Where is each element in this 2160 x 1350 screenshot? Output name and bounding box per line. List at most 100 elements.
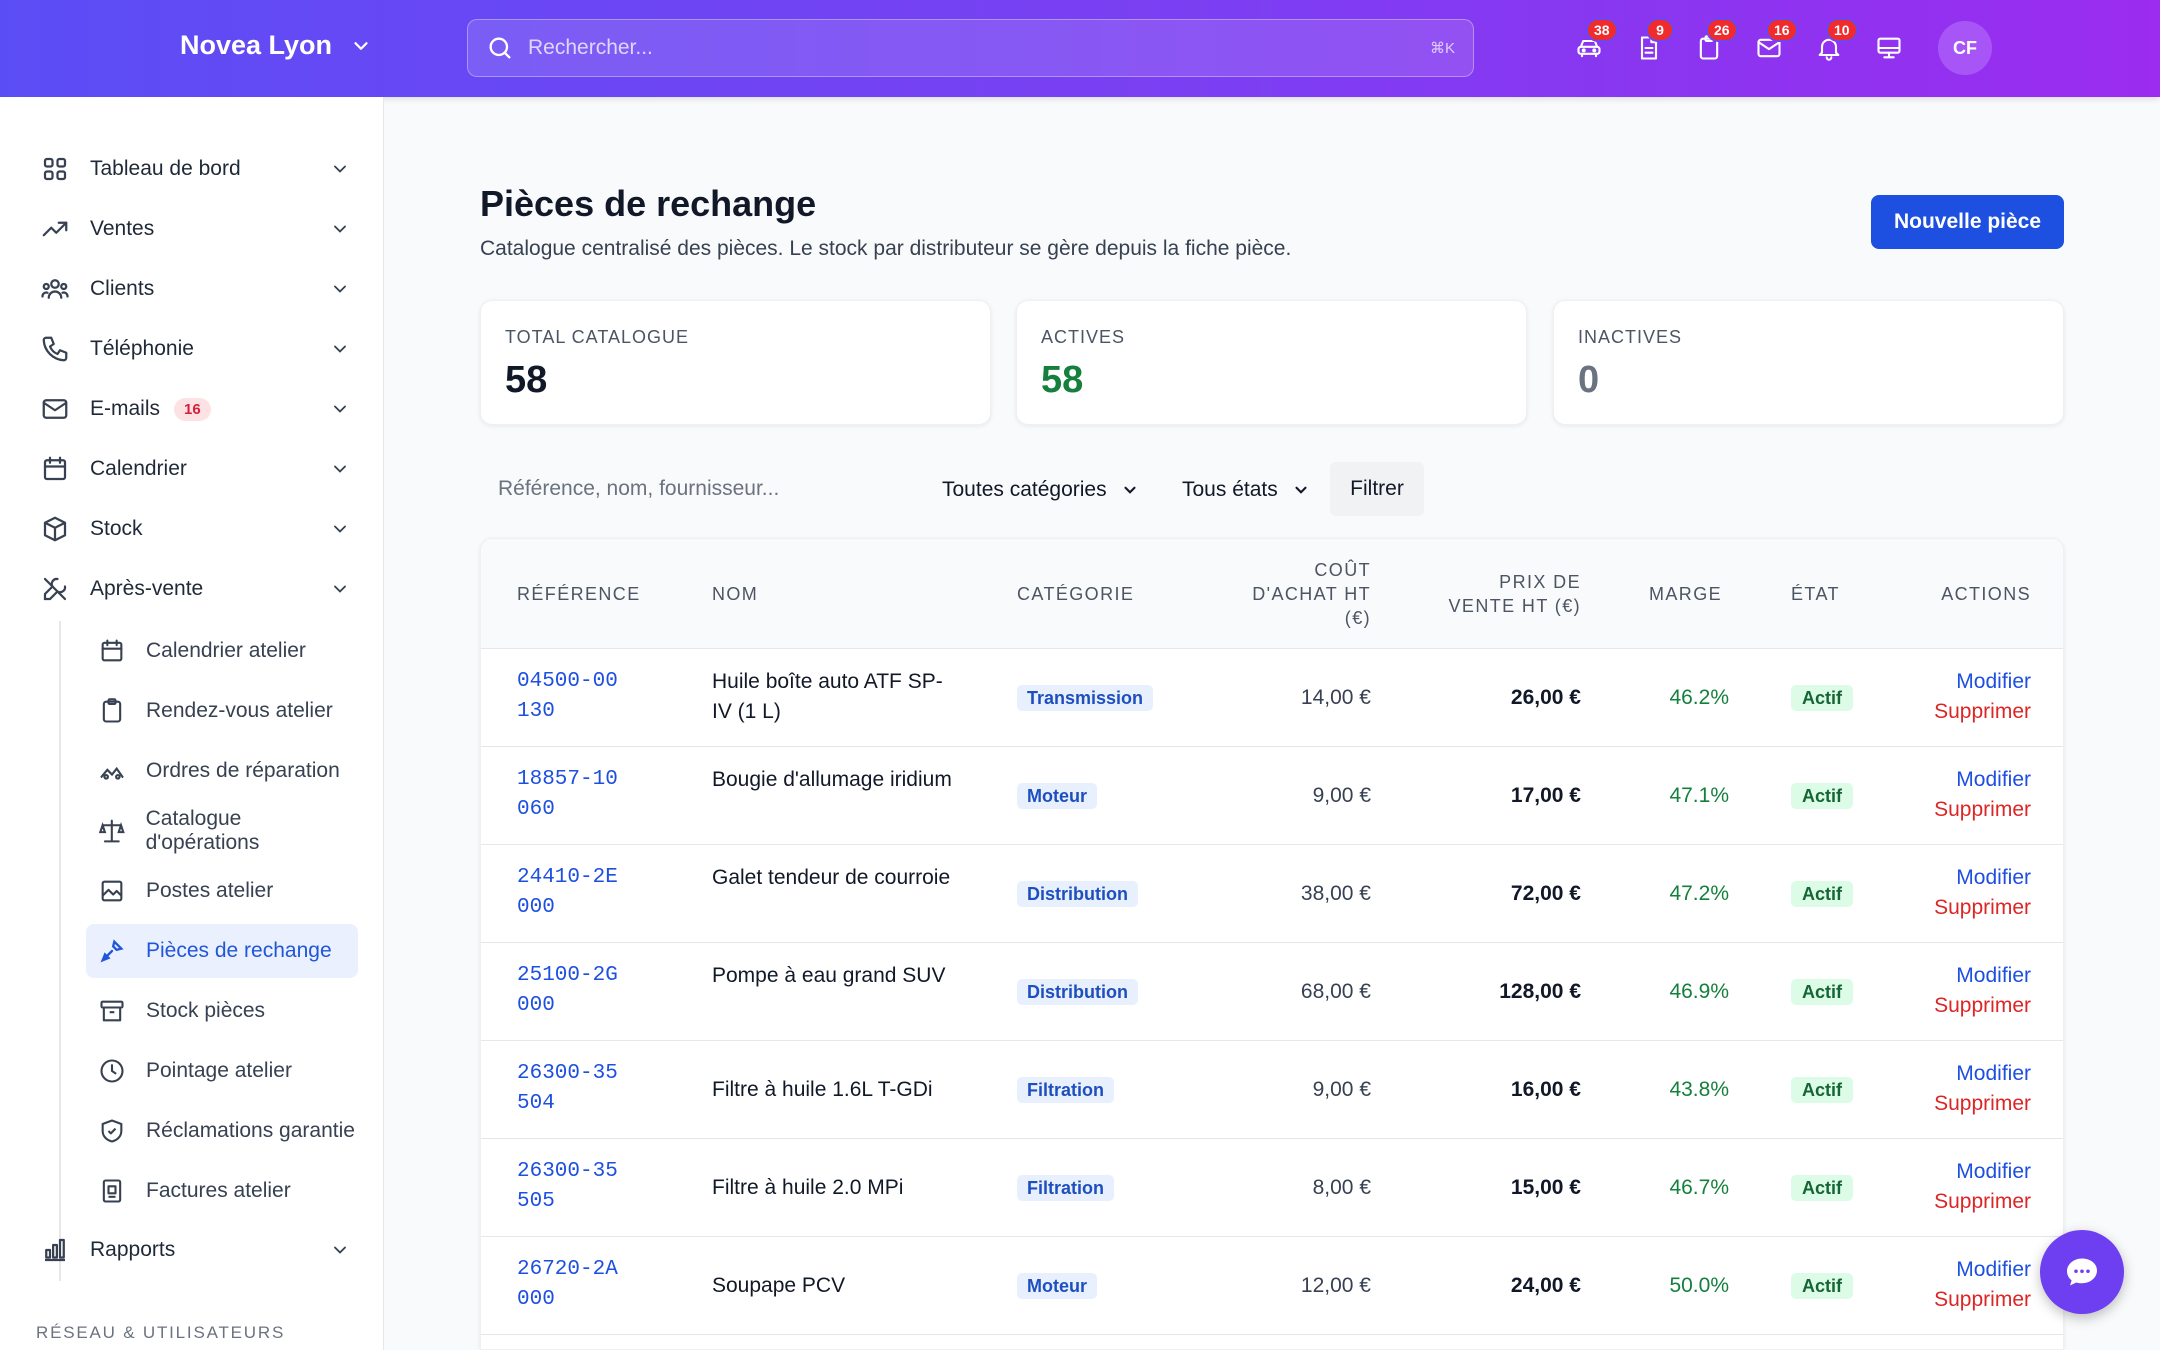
part-reference-link[interactable]: 26720-2A000 xyxy=(517,1258,618,1311)
sidebar-subitem-parts-stock[interactable]: Stock pièces xyxy=(86,984,358,1038)
sidebar-subitem-label: Pointage atelier xyxy=(146,1059,292,1082)
sidebar-item-stock[interactable]: Stock xyxy=(40,507,350,551)
stat-label: TOTAL CATALOGUE xyxy=(505,327,690,347)
edit-link[interactable]: Modifier xyxy=(1956,1062,2031,1085)
part-reference-link[interactable]: 24410-2E000 xyxy=(517,866,618,919)
chevron-down-icon xyxy=(1295,486,1307,494)
sidebar-item-sales[interactable]: Ventes xyxy=(40,207,350,251)
margin-value: 46.7% xyxy=(1669,1176,1729,1199)
header-ref[interactable]: RÉFÉRENCE xyxy=(517,584,641,604)
parts-table: RÉFÉRENCE NOM CATÉGORIE COÛT D'ACHAT HT … xyxy=(480,538,2064,1350)
search-shortcut: ⌘K xyxy=(1429,40,1455,57)
sidebar-item-reports[interactable]: Rapports xyxy=(40,1228,350,1272)
part-reference-link[interactable]: 04500-00130 xyxy=(517,670,618,723)
margin-value: 47.1% xyxy=(1669,784,1729,807)
category-label: Filtration xyxy=(1017,1175,1114,1201)
delete-link[interactable]: Supprimer xyxy=(1934,1288,2031,1311)
table-row: 26720-2A000 Soupape PCV Moteur 12,00 € 2… xyxy=(481,1237,2063,1335)
user-avatar[interactable]: CF xyxy=(1938,21,1992,75)
sidebar-subitem-spare-parts[interactable]: Pièces de rechange xyxy=(86,924,358,978)
header-name[interactable]: NOM xyxy=(712,584,759,604)
sidebar-subitem-workstations[interactable]: Postes atelier xyxy=(86,864,358,918)
clipboard-icon xyxy=(102,698,122,723)
header-cost[interactable]: COÛT D'ACHAT HT (€) xyxy=(1252,560,1371,628)
edit-link[interactable]: Modifier xyxy=(1956,1160,2031,1183)
delete-link[interactable]: Supprimer xyxy=(1934,798,2031,821)
archive-icon xyxy=(100,1000,124,1022)
part-reference-link[interactable]: 25100-2G000 xyxy=(517,964,618,1017)
chevron-down-icon xyxy=(334,585,346,593)
mail-icon xyxy=(1757,38,1781,58)
search-input[interactable] xyxy=(528,36,1430,60)
sidebar-subitem-appointments[interactable]: Rendez-vous atelier xyxy=(86,684,358,738)
search-icon xyxy=(489,37,511,59)
edit-link[interactable]: Modifier xyxy=(1956,866,2031,889)
documents-button[interactable]: 9 xyxy=(1632,18,1674,72)
chat-button[interactable] xyxy=(2040,1230,2124,1314)
edit-link[interactable]: Modifier xyxy=(1956,1258,2031,1281)
delete-link[interactable]: Supprimer xyxy=(1934,896,2031,919)
sidebar-item-clients[interactable]: Clients xyxy=(40,267,350,311)
invoice-icon xyxy=(102,1179,122,1203)
margin-value: 43.8% xyxy=(1669,1078,1729,1101)
sidebar-subitem-workshop-invoices[interactable]: Factures atelier xyxy=(86,1164,358,1218)
sidebar-item-telephony[interactable]: Téléphonie xyxy=(40,327,350,371)
page-subtitle: Catalogue centralisé des pièces. Le stoc… xyxy=(480,237,1292,260)
part-reference-link[interactable]: 26300-35504 xyxy=(517,1062,618,1115)
phone-icon xyxy=(42,336,68,362)
sidebar-item-emails[interactable]: E-mails 16 xyxy=(40,387,350,431)
header-margin[interactable]: MARGE xyxy=(1649,584,1723,604)
top-bar: Novea Lyon ⌘K 38 9 26 16 10 CF xyxy=(0,0,2160,97)
header-category[interactable]: CATÉGORIE xyxy=(1017,584,1135,604)
part-name: Bougie d'allumage iridium xyxy=(712,768,952,791)
delete-link[interactable]: Supprimer xyxy=(1934,994,2031,1017)
box-icon xyxy=(43,516,67,542)
brand-switcher[interactable]: Novea Lyon xyxy=(180,30,372,61)
margin-value: 46.9% xyxy=(1669,980,1729,1003)
sidebar-item-calendar[interactable]: Calendrier xyxy=(40,447,350,491)
cost-value: 12,00 € xyxy=(1300,1274,1371,1297)
messages-button[interactable]: 16 xyxy=(1752,18,1798,72)
notifications-button[interactable]: 10 xyxy=(1812,18,1858,72)
delete-link[interactable]: Supprimer xyxy=(1934,1190,2031,1213)
top-icons: 38 9 26 16 10 xyxy=(1572,18,1906,72)
state-badge: Actif xyxy=(1791,781,1853,811)
sidebar-subitem-time-tracking[interactable]: Pointage atelier xyxy=(86,1044,358,1098)
sidebar-subitem-operations-catalog[interactable]: Catalogue d'opérations xyxy=(86,804,358,858)
header-state[interactable]: ÉTAT xyxy=(1791,584,1840,604)
sidebar-item-after-sales[interactable]: Après-vente xyxy=(40,567,350,611)
edit-link[interactable]: Modifier xyxy=(1956,670,2031,693)
price-value: 15,00 € xyxy=(1510,1176,1581,1199)
badge-count: 10 xyxy=(1826,18,1858,42)
workstation-icon xyxy=(101,880,123,902)
sidebar-item-dashboard[interactable]: Tableau de bord xyxy=(40,147,350,191)
scale-icon xyxy=(98,819,125,843)
delete-link[interactable]: Supprimer xyxy=(1934,700,2031,723)
part-reference-link[interactable]: 26300-35505 xyxy=(517,1160,618,1213)
category-label: Distribution xyxy=(1017,881,1138,907)
sidebar-item-label: Téléphonie xyxy=(90,337,194,360)
sidebar-subitem-repair-orders[interactable]: Ordres de réparation xyxy=(86,744,358,798)
brand-name: Novea Lyon xyxy=(180,30,333,60)
sidebar-subitem-warranty-claims[interactable]: Réclamations garantie xyxy=(86,1104,358,1158)
edit-link[interactable]: Modifier xyxy=(1956,964,2031,987)
category-select[interactable]: Toutes catégories xyxy=(942,470,1139,510)
header-price[interactable]: PRIX DE VENTE HT (€) xyxy=(1448,572,1581,616)
tasks-button[interactable]: 26 xyxy=(1692,18,1738,72)
filter-button[interactable]: Filtrer xyxy=(1330,462,1424,516)
users-icon xyxy=(41,279,69,299)
delete-link[interactable]: Supprimer xyxy=(1934,1092,2031,1115)
part-reference-link[interactable]: 18857-10060 xyxy=(517,768,618,821)
chevron-down-icon xyxy=(334,1246,346,1254)
state-select[interactable]: Tous états xyxy=(1182,470,1310,510)
sidebar-subitem-workshop-calendar[interactable]: Calendrier atelier xyxy=(86,624,358,678)
display-button[interactable] xyxy=(1872,24,1906,72)
state-label: Actif xyxy=(1791,1175,1853,1201)
cost-value: 9,00 € xyxy=(1312,1078,1371,1101)
parts-search-input[interactable] xyxy=(480,464,900,514)
part-icon xyxy=(100,939,124,963)
new-part-button[interactable]: Nouvelle pièce xyxy=(1871,195,2064,249)
edit-link[interactable]: Modifier xyxy=(1956,768,2031,791)
vehicles-button[interactable]: 38 xyxy=(1572,18,1618,72)
category-label: Filtration xyxy=(1017,1077,1114,1103)
